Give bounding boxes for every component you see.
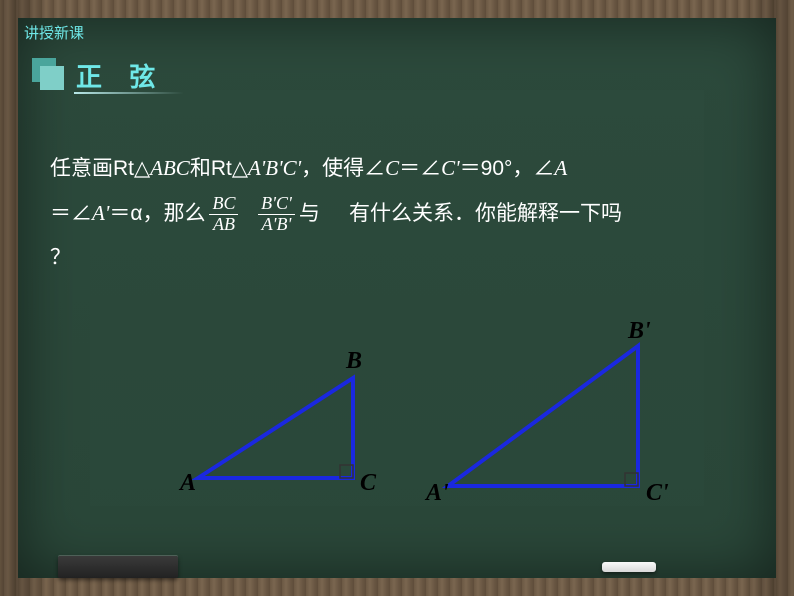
title-underline	[74, 92, 184, 94]
label-c-prime: C'	[646, 480, 669, 507]
label-a-prime: A'	[426, 480, 449, 507]
var-abc: ABC	[150, 156, 190, 180]
chalkboard: 讲授新课 正 弦 任意画Rt△ABC和Rt△A'B'C'，使得∠C＝∠C'＝90…	[18, 18, 776, 578]
problem-text: 任意画Rt△ABC和Rt△A'B'C'，使得∠C＝∠C'＝90°，∠A ＝∠A'…	[50, 146, 744, 280]
frac1-num: BC	[209, 194, 238, 215]
var-abc-prime: A'B'C'	[248, 156, 301, 180]
label-b-prime: B'	[628, 318, 651, 345]
text-fragment: 与	[299, 202, 320, 225]
chalk-tray	[58, 556, 178, 578]
fraction-1: BCAB	[209, 194, 238, 235]
text-fragment: ？	[50, 246, 71, 269]
section-header: 正 弦	[26, 56, 165, 94]
var-c: C	[385, 156, 399, 180]
section-icon	[26, 56, 70, 94]
text-fragment: ＝∠	[399, 157, 441, 180]
fraction-2: B'C'A'B'	[258, 194, 295, 235]
frac2-num: B'C'	[258, 194, 295, 215]
chalk-stick	[602, 562, 656, 572]
label-a: A	[180, 470, 196, 497]
var-a-prime: A'	[92, 201, 109, 225]
triangle-1	[198, 378, 353, 478]
text-fragment: ＝α，那么	[109, 202, 205, 225]
var-a: A	[554, 156, 567, 180]
chalkboard-frame: 讲授新课 正 弦 任意画Rt△ABC和Rt△A'B'C'，使得∠C＝∠C'＝90…	[0, 0, 794, 596]
text-fragment: 任意画Rt△	[50, 157, 150, 180]
text-fragment: 和Rt△	[190, 157, 248, 180]
text-fragment: ＝∠	[50, 202, 92, 225]
label-c: C	[360, 470, 376, 497]
text-fragment: 有什么关系．你能解释一下吗	[349, 202, 622, 225]
frac2-den: A'B'	[258, 215, 295, 235]
text-fragment: ＝90°，∠	[460, 157, 555, 180]
breadcrumb: 讲授新课	[24, 22, 84, 43]
text-fragment: ，使得∠	[301, 157, 385, 180]
var-c-prime: C'	[441, 156, 460, 180]
section-title: 正 弦	[76, 57, 165, 94]
frac1-den: AB	[209, 215, 238, 235]
triangles-diagram: A B C A' B' C'	[168, 318, 648, 538]
label-b: B	[346, 348, 362, 375]
triangle-2	[448, 346, 638, 486]
